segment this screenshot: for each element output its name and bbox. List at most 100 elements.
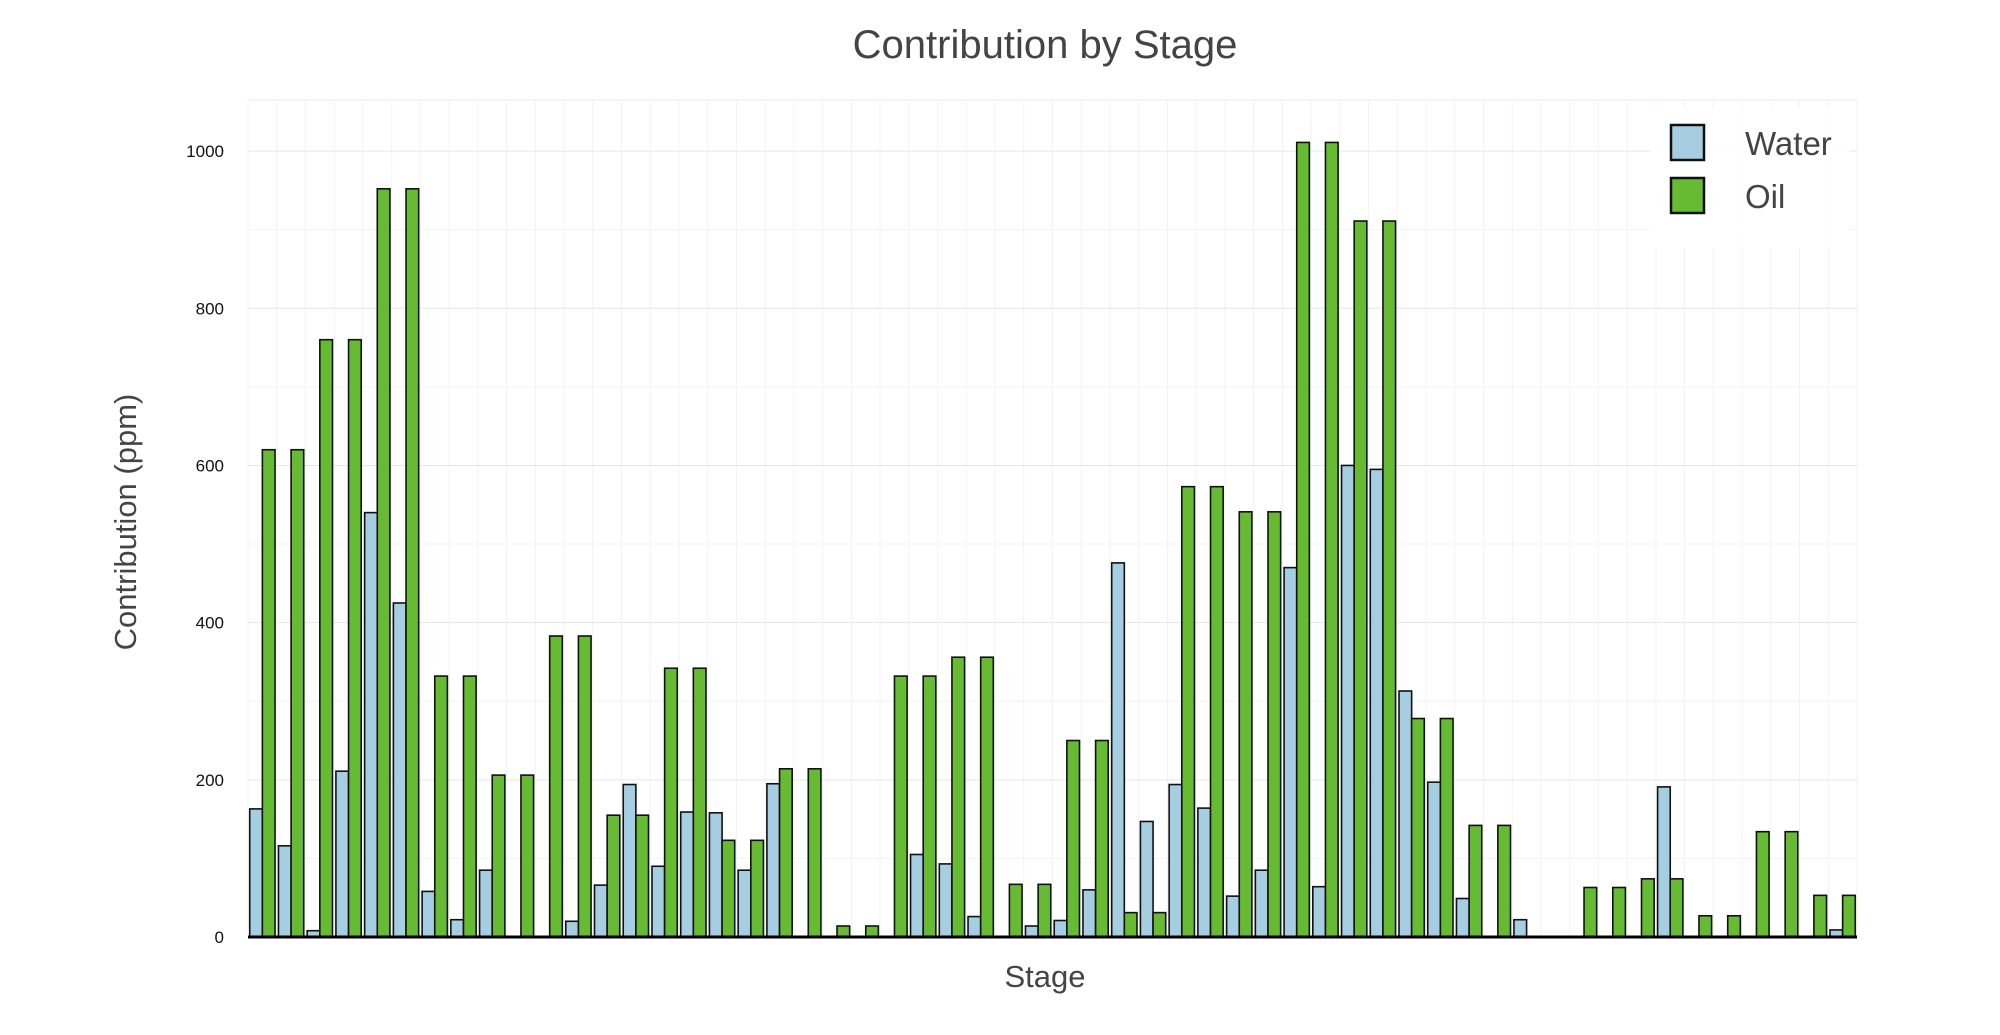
bar-oil-41 <box>1410 717 1426 938</box>
bar-water-14 <box>622 783 637 938</box>
bar-oil-9 <box>491 774 506 938</box>
bar-water-29 <box>1053 919 1068 938</box>
bar-oil-20 <box>807 768 822 938</box>
bar-water-18 <box>737 869 752 938</box>
bar-oil-44 <box>1497 824 1512 938</box>
bar-oil-30 <box>1094 739 1110 938</box>
bar-water-6 <box>392 602 407 938</box>
bar-water-9 <box>478 869 494 938</box>
bar-oil-37 <box>1295 141 1311 938</box>
bar-oil-29 <box>1066 739 1081 938</box>
legend-swatch-oil <box>1669 176 1706 215</box>
bar-water-2 <box>277 845 292 938</box>
bar-water-40 <box>1369 468 1384 938</box>
bar-water-43 <box>1455 897 1470 938</box>
bar-water-50 <box>1656 786 1672 938</box>
bar-oil-7 <box>433 675 449 938</box>
y-tick-label: 400 <box>196 614 224 633</box>
bar-water-16 <box>679 811 695 938</box>
bar-oil-2 <box>290 448 305 938</box>
bar-oil-50 <box>1669 878 1684 938</box>
bar-water-5 <box>363 511 379 938</box>
bar-oil-4 <box>347 338 362 938</box>
bar-oil-38 <box>1324 141 1339 938</box>
y-tick-label: 800 <box>196 299 224 318</box>
bar-water-35 <box>1225 895 1241 938</box>
y-tick-label: 1000 <box>186 142 224 161</box>
y-axis-label: Contribution (ppm) <box>108 394 143 651</box>
legend: Water Oil <box>1650 108 1850 248</box>
bar-oil-55 <box>1813 894 1828 938</box>
bar-oil-16 <box>692 667 707 938</box>
legend-label-oil: Oil <box>1745 178 1785 215</box>
bar-water-26 <box>967 915 982 938</box>
bar-water-4 <box>335 770 350 938</box>
bar-oil-27 <box>1008 883 1023 938</box>
bar-water-30 <box>1082 889 1097 938</box>
bar-oil-13 <box>606 814 621 938</box>
bar-oil-33 <box>1180 485 1196 938</box>
bar-oil-48 <box>1611 886 1627 938</box>
bar-water-37 <box>1283 566 1298 938</box>
bar-oil-18 <box>750 839 765 938</box>
bar-oil-51 <box>1698 914 1713 938</box>
bar-water-8 <box>450 918 465 938</box>
bar-water-1 <box>248 808 264 938</box>
bar-water-33 <box>1168 783 1183 938</box>
y-tick-label: 200 <box>196 771 224 790</box>
bar-oil-21 <box>836 925 851 938</box>
bar-oil-35 <box>1238 511 1253 938</box>
bar-oil-24 <box>922 675 937 938</box>
bar-oil-47 <box>1583 886 1598 938</box>
bar-oil-23 <box>893 675 908 938</box>
bar-oil-36 <box>1267 511 1282 938</box>
bar-oil-1 <box>261 448 276 938</box>
bar-water-34 <box>1197 807 1212 938</box>
bar-oil-17 <box>721 839 736 938</box>
bar-oil-11 <box>548 635 564 938</box>
bar-water-25 <box>938 863 953 938</box>
legend-label-water: Water <box>1745 125 1832 162</box>
bar-oil-54 <box>1784 830 1799 938</box>
bar-oil-28 <box>1037 883 1052 938</box>
bar-oil-40 <box>1382 220 1397 938</box>
bar-water-24 <box>909 853 924 938</box>
bar-water-7 <box>421 890 436 938</box>
grid <box>247 99 1858 938</box>
chart-title: Contribution by Stage <box>853 23 1238 67</box>
bar-oil-39 <box>1353 220 1368 938</box>
bar-oil-3 <box>319 338 334 938</box>
bar-water-38 <box>1312 885 1327 938</box>
bar-oil-56 <box>1841 894 1857 938</box>
bar-oil-32 <box>1152 911 1167 938</box>
bar-oil-52 <box>1726 914 1742 938</box>
bar-oil-6 <box>405 188 420 938</box>
bar-oil-25 <box>951 656 966 938</box>
bar-water-45 <box>1513 918 1528 938</box>
bar-water-28 <box>1024 925 1039 938</box>
bar-oil-19 <box>778 768 793 938</box>
bar-oil-10 <box>520 774 535 938</box>
bar-oil-5 <box>376 188 391 938</box>
y-tick-label: 600 <box>196 456 224 475</box>
bar-oil-34 <box>1209 485 1224 938</box>
bar-water-15 <box>651 865 666 938</box>
legend-swatch-water <box>1669 123 1706 162</box>
bar-oil-53 <box>1755 830 1770 938</box>
bar-oil-8 <box>462 675 477 938</box>
axes: 0 200 400 600 800 1000 <box>186 142 1857 947</box>
bar-oil-42 <box>1439 717 1454 938</box>
x-axis-label: Stage <box>1004 959 1085 994</box>
y-tick-label: 0 <box>215 928 224 947</box>
bar-oil-12 <box>577 635 592 938</box>
bar-water-32 <box>1139 820 1154 938</box>
bar-oil-31 <box>1123 911 1138 938</box>
bar-water-42 <box>1426 781 1442 938</box>
bar-oil-15 <box>663 667 679 938</box>
bar-water-17 <box>708 812 723 938</box>
bar-oil-49 <box>1640 878 1655 938</box>
bar-water-36 <box>1254 869 1269 938</box>
bar-oil-43 <box>1468 824 1483 938</box>
bar-water-12 <box>564 920 580 938</box>
